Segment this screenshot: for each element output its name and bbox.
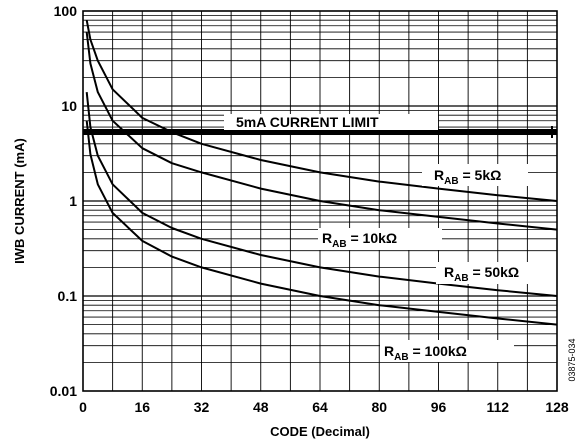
y-tick-label: 0.1 [58, 288, 78, 304]
figure-code: 03875-034 [567, 338, 577, 381]
series-label-bg-100k [380, 340, 514, 362]
y-axis-label: IWB CURRENT (mA) [12, 138, 27, 264]
x-tick-label: 16 [134, 399, 150, 415]
series-label-10k: RAB = 10kΩ [322, 230, 397, 250]
plot-frame [82, 10, 558, 392]
x-tick-label: 96 [431, 399, 447, 415]
y-tick-label: 0.01 [50, 383, 77, 399]
y-tick-label: 100 [54, 3, 78, 19]
series-label-bg-10k [318, 228, 442, 250]
limit-line [83, 129, 557, 135]
y-tick-label: 1 [69, 193, 77, 209]
series-label-100k: RAB = 100kΩ [384, 343, 467, 363]
series-label-bg-5k [422, 164, 528, 186]
x-tick-label: 48 [253, 399, 269, 415]
y-tick-labels: 0.01 0.1 1 10 100 [50, 3, 77, 399]
x-tick-labels: 0 16 32 48 64 80 96 112 128 [79, 399, 569, 415]
limit-label-background [224, 114, 438, 130]
x-tick-label: 0 [79, 399, 87, 415]
x-tick-label: 80 [371, 399, 387, 415]
limit-line-label: 5mA CURRENT LIMIT [236, 114, 379, 130]
x-tick-label: 64 [312, 399, 328, 415]
y-tick-label: 10 [61, 98, 77, 114]
series-line-3 [85, 120, 558, 326]
series-label-5k: RAB = 5kΩ [434, 167, 501, 187]
x-axis-label: CODE (Decimal) [270, 424, 370, 439]
x-tick-label: 112 [486, 399, 509, 415]
series-line-1 [85, 31, 558, 231]
x-tick-label: 32 [194, 399, 210, 415]
series-label-50k: RAB = 50kΩ [444, 264, 519, 284]
series-line-0 [85, 20, 558, 202]
x-tick-label: 128 [545, 399, 569, 415]
series-label-bg-50k [436, 262, 560, 284]
